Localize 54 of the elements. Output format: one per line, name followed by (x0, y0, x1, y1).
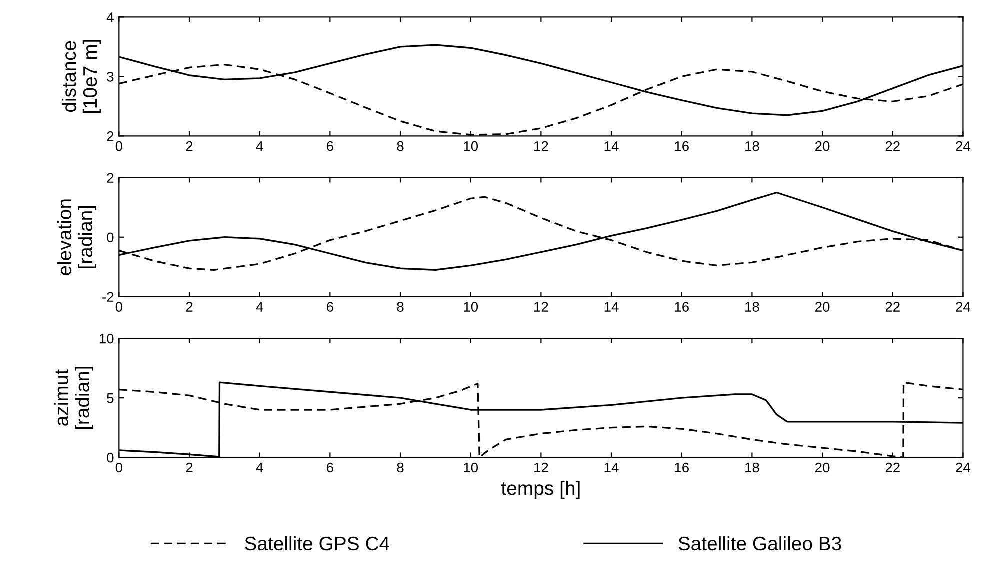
y-axis-title: distance [10e7 m] (62, 40, 102, 114)
x-tick-label: 4 (256, 142, 264, 152)
x-tick-label: 22 (886, 462, 900, 473)
x-tick-label: 6 (327, 141, 334, 152)
x-tick-label: 8 (397, 462, 404, 473)
x-tick-label: 0 (116, 141, 122, 152)
x-tick-label: 18 (746, 462, 760, 473)
legend-label: Satellite Galileo B3 (678, 536, 842, 551)
y-tick-label: 5 (107, 394, 114, 404)
x-tick-label: 16 (675, 141, 689, 152)
x-tick-label: 16 (675, 462, 689, 473)
x-tick-label: 24 (956, 462, 971, 473)
x-tick-label: 8 (397, 141, 404, 152)
x-tick-label: 20 (816, 141, 830, 152)
x-tick-label: 6 (327, 462, 334, 473)
y-tick-label: 3 (107, 72, 114, 82)
x-tick-label: 18 (746, 302, 760, 312)
x-tick-label: 8 (397, 302, 404, 312)
x-tick-label: 22 (886, 302, 900, 312)
legend-label: Satellite GPS C4 (245, 536, 390, 551)
x-tick-label: 0 (116, 462, 122, 473)
x-tick-label: 22 (886, 141, 900, 152)
y-tick-label: -2 (102, 292, 114, 302)
y-tick-label: 4 (106, 12, 114, 22)
x-tick-label: 14 (604, 302, 619, 312)
y-axis-title: azimut [radian] (54, 367, 94, 430)
x-axis-title: temps [h] (501, 480, 580, 500)
x-tick-label: 18 (746, 141, 760, 152)
x-tick-label: 16 (675, 302, 689, 312)
y-tick-label: 10 (100, 334, 114, 344)
y-tick-label: 2 (107, 132, 114, 142)
x-tick-label: 10 (464, 141, 478, 152)
x-tick-label: 2 (186, 462, 193, 473)
x-tick-label: 20 (816, 462, 830, 473)
x-tick-label: 12 (534, 462, 548, 473)
x-tick-label: 24 (956, 302, 971, 312)
x-tick-label: 0 (116, 302, 122, 312)
x-tick-label: 12 (534, 302, 548, 312)
x-tick-label: 4 (256, 302, 264, 312)
y-axis-title: elevation [radian] (57, 200, 96, 276)
x-tick-label: 4 (256, 462, 264, 473)
x-tick-label: 2 (186, 141, 193, 152)
x-tick-label: 14 (604, 142, 619, 152)
x-tick-label: 2 (186, 302, 193, 312)
x-tick-label: 14 (604, 462, 619, 473)
y-tick-label: 0 (107, 452, 114, 463)
x-tick-label: 20 (816, 302, 830, 312)
x-tick-label: 24 (956, 141, 971, 152)
y-tick-label: 2 (107, 173, 114, 183)
y-tick-label: 0 (107, 232, 114, 243)
x-tick-label: 12 (534, 141, 548, 152)
x-tick-label: 10 (464, 462, 478, 473)
x-tick-label: 10 (464, 302, 478, 312)
x-tick-label: 6 (327, 302, 334, 312)
